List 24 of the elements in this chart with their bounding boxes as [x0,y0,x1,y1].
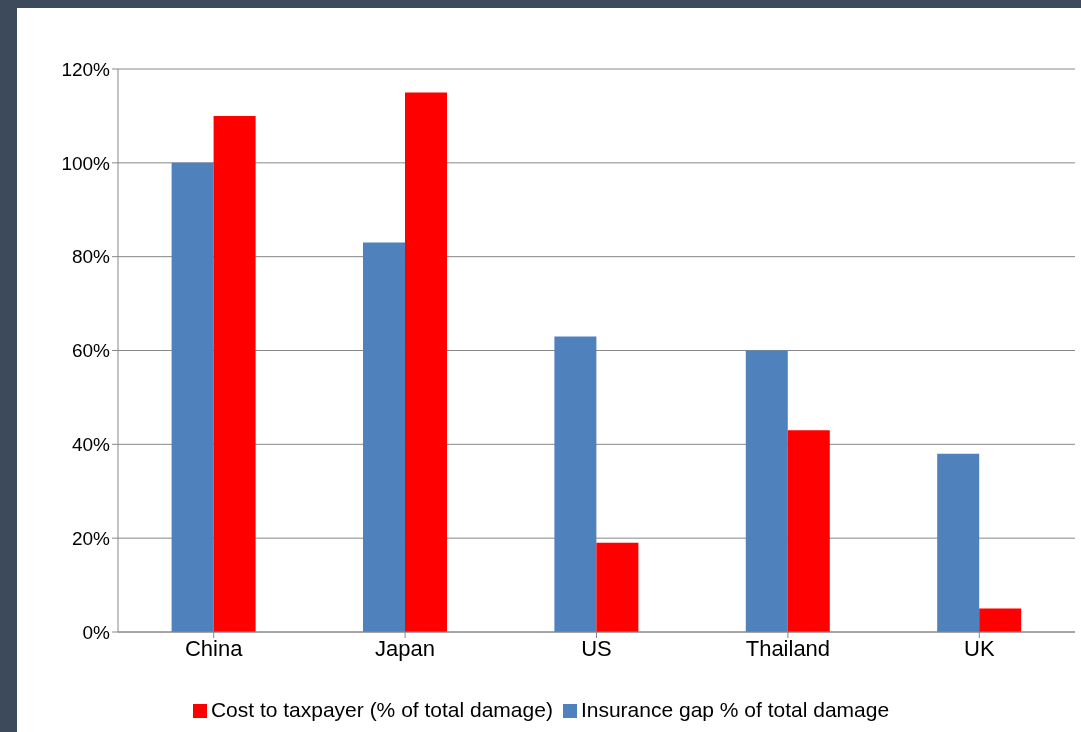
legend-label: Insurance gap % of total damage [580,698,890,721]
x-tick-label: UK [964,635,995,661]
y-tick-label: 120% [61,58,111,80]
bar [554,336,597,632]
bar [979,608,1022,632]
bar [404,92,447,632]
legend-label: Cost to taxpayer (% of total damage) [210,698,553,721]
y-tick-label: 100% [61,152,111,174]
bar [596,542,639,632]
bar [171,162,214,632]
bar [213,115,256,632]
x-tick-label: Japan [375,635,436,661]
x-tick-label: Thailand [745,635,831,661]
y-tick-label: 20% [71,527,111,549]
y-tick-label: 80% [71,246,111,268]
x-tick-label: US [581,635,612,661]
x-tick-label: China [184,635,244,661]
bar [937,453,980,632]
bar [787,430,830,632]
y-tick-label: 40% [71,434,111,456]
bar [362,242,405,632]
y-tick-label: 60% [71,340,111,362]
bar [745,350,788,632]
y-tick-label: 0% [82,621,111,643]
